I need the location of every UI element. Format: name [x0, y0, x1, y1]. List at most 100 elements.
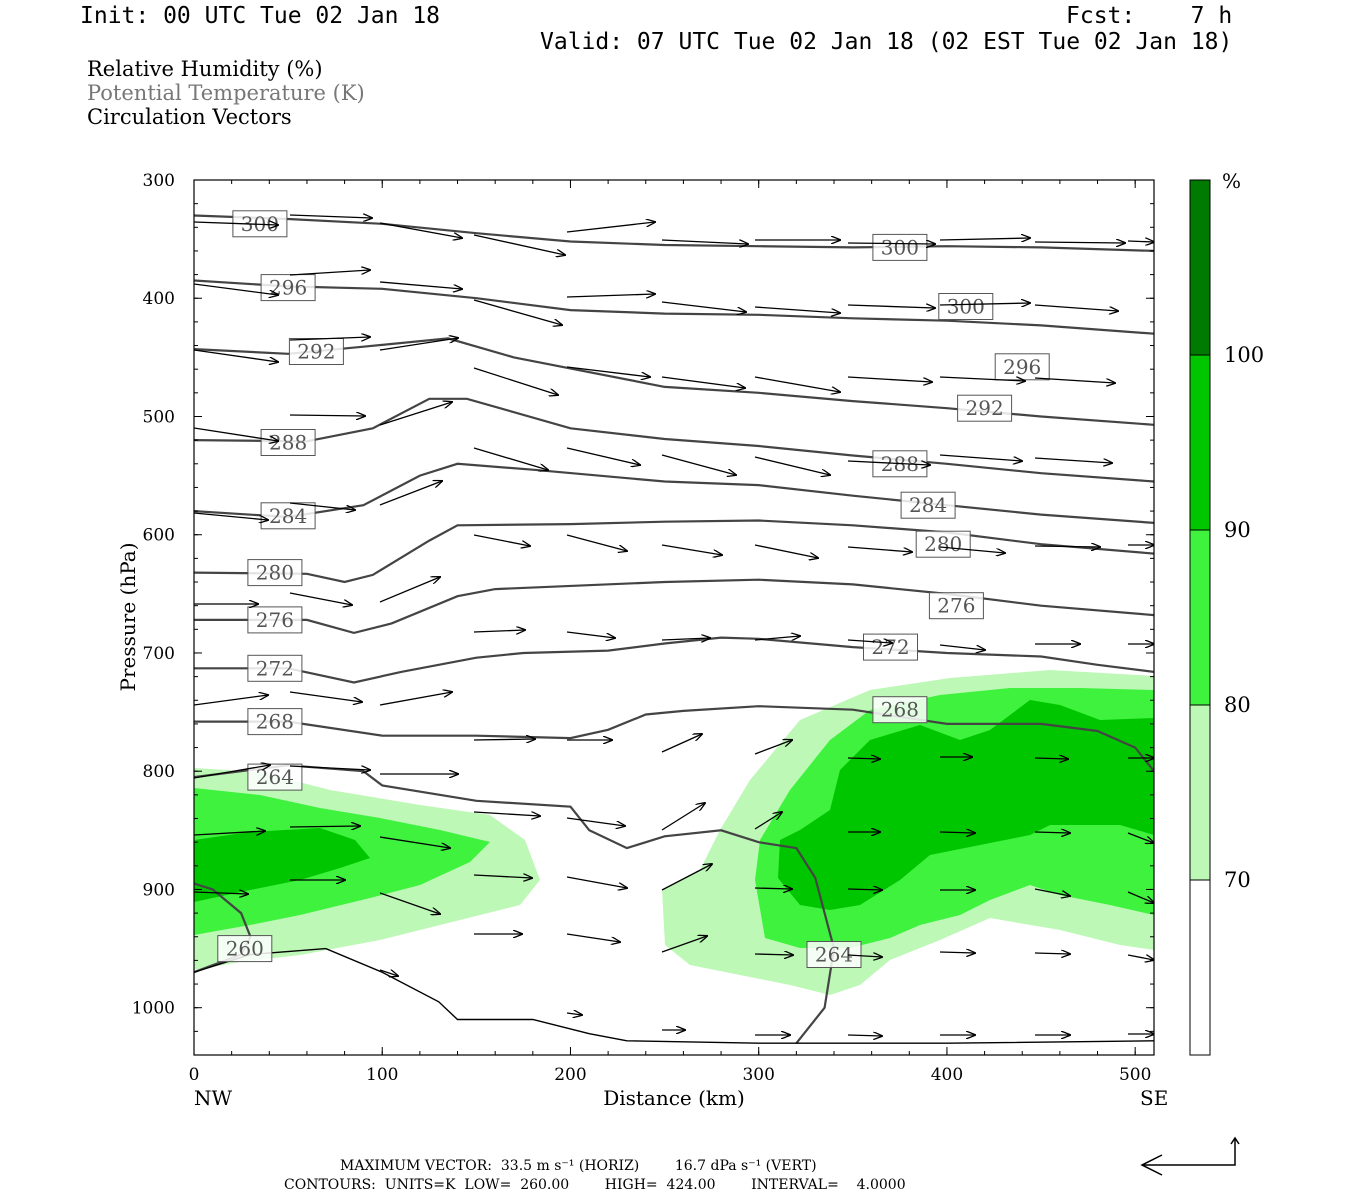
svg-text:264: 264: [256, 765, 294, 789]
wind-vector: [847, 460, 930, 465]
wind-vector: [661, 734, 702, 753]
svg-text:272: 272: [256, 656, 294, 680]
wind-vector: [939, 952, 975, 953]
contour-label-276: 276: [928, 592, 984, 620]
wind-vector: [473, 299, 562, 325]
y-tick-label-400: 400: [143, 289, 175, 309]
wind-vector: [194, 831, 265, 836]
theta-contour-272: [194, 636, 1154, 684]
wind-vector: [473, 367, 558, 395]
y-tick-label-900: 900: [143, 881, 175, 901]
wind-vector: [566, 876, 627, 888]
contour-label-272: 272: [863, 633, 918, 661]
svg-text:280: 280: [924, 532, 962, 556]
wind-vector: [939, 238, 1030, 240]
svg-text:268: 268: [256, 710, 294, 734]
wind-vector: [847, 889, 882, 890]
y-tick-label-800: 800: [143, 762, 175, 782]
wind-vector: [754, 306, 840, 313]
contour-label-292: 292: [288, 338, 344, 365]
forecast-hour: Fcst: 7 h: [1066, 3, 1233, 29]
svg-text:268: 268: [881, 698, 919, 722]
theta-contour-264: [194, 764, 836, 1044]
rh-region-90: [194, 828, 370, 902]
contour-label-272: 272: [247, 654, 303, 682]
x-axis-title: Distance (km): [603, 1086, 745, 1110]
wind-vector: [754, 544, 818, 558]
svg-text:300: 300: [881, 235, 919, 259]
wind-vector: [379, 481, 442, 506]
legend-theta: Potential Temperature (K): [87, 81, 365, 105]
contour-label-264: 264: [247, 763, 303, 791]
wind-vector: [473, 534, 530, 546]
wind-vector: [289, 826, 360, 827]
wind-vector: [661, 864, 712, 891]
svg-text:292: 292: [297, 340, 335, 364]
contour-label-260: 260: [217, 935, 273, 963]
wind-vector: [1034, 953, 1070, 954]
theta-contour-300: [194, 214, 1154, 252]
svg-text:296: 296: [269, 276, 307, 300]
wind-vector: [754, 740, 792, 755]
wind-vector: [754, 376, 840, 392]
svg-text:284: 284: [269, 504, 307, 528]
rh-region-90: [778, 700, 1154, 910]
colorbar-tick-70: 70: [1224, 868, 1251, 892]
svg-text:292: 292: [966, 396, 1004, 420]
wind-vector: [289, 502, 355, 510]
wind-vector: [566, 534, 627, 551]
wind-vector: [939, 303, 1030, 305]
wind-vector: [379, 892, 440, 914]
wind-vector: [379, 338, 458, 351]
svg-text:260: 260: [226, 937, 264, 961]
svg-text:280: 280: [256, 561, 294, 585]
wind-vector: [847, 1035, 882, 1036]
contour-label-300: 300: [872, 233, 928, 261]
wind-vector: [847, 305, 935, 308]
svg-text:284: 284: [909, 493, 947, 517]
svg-text:264: 264: [815, 943, 853, 967]
wind-vector: [847, 243, 935, 244]
wind-vector: [194, 892, 248, 894]
wind-vector: [661, 454, 736, 475]
theta-contour-276: [194, 578, 1154, 635]
wind-vector: [1034, 304, 1118, 311]
wind-vector: [661, 239, 748, 244]
wind-vector: [1034, 242, 1125, 243]
y-axis-title: Pressure (hPa): [116, 543, 140, 692]
wind-vector: [473, 447, 548, 470]
contour-label-268: 268: [247, 708, 303, 736]
contour-label-280: 280: [247, 559, 303, 587]
wind-vector: [1034, 758, 1068, 759]
wind-vector: [661, 376, 745, 388]
wind-vector: [754, 954, 793, 955]
wind-vector: [1127, 891, 1154, 903]
x-tick-label-500: 500: [1119, 1065, 1151, 1085]
theta-contour-280: [194, 519, 1154, 584]
contour-label-284: 284: [260, 502, 316, 530]
wind-vector: [566, 631, 615, 638]
wind-vector: [289, 765, 370, 770]
colorbar-box-80: [1189, 704, 1211, 881]
wind-vector: [194, 349, 278, 362]
svg-text:300: 300: [947, 295, 985, 319]
wind-vector: [661, 803, 705, 831]
wind-vector: [379, 577, 440, 603]
init-time: Init: 00 UTC Tue 02 Jan 18: [80, 3, 441, 29]
reference-vector: [1140, 1136, 1240, 1176]
wind-vector: [289, 415, 365, 416]
y-tick-label-600: 600: [143, 526, 175, 546]
contour-label-300: 300: [938, 293, 994, 320]
svg-text:276: 276: [256, 608, 294, 632]
wind-vector: [473, 875, 532, 878]
circulation-vectors: [194, 215, 1154, 1036]
wind-vector: [566, 294, 655, 297]
colorbar-unit: %: [1222, 169, 1241, 193]
wind-vector: [1034, 832, 1070, 833]
theta-contour-284: [194, 462, 1154, 524]
contour-label-268: 268: [872, 696, 928, 724]
wind-vector: [661, 638, 710, 640]
contour-label-280: 280: [915, 530, 971, 558]
wind-vector: [566, 222, 655, 233]
